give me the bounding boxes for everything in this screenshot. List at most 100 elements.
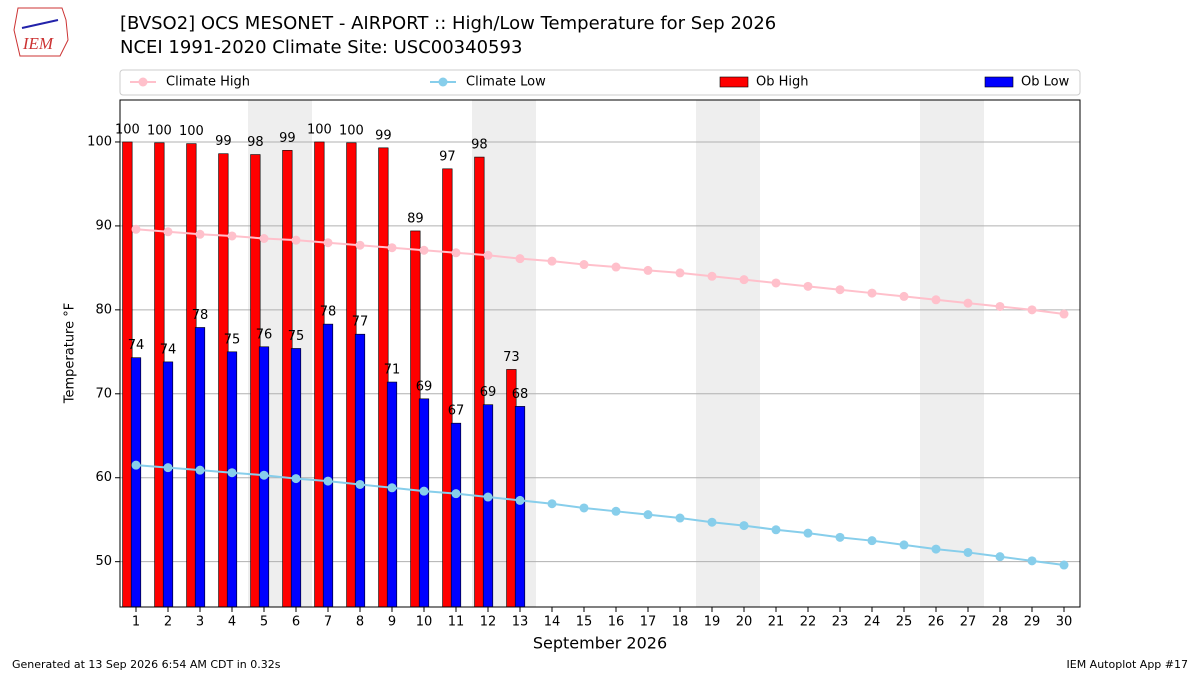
- bar: [386, 381, 398, 608]
- chart-title: [BVSO2] OCS MESONET - AIRPORT :: High/Lo…: [120, 13, 776, 34]
- point: [675, 268, 685, 278]
- point: [323, 476, 333, 486]
- point: [483, 492, 493, 502]
- point: [675, 513, 685, 523]
- weekend-band: [920, 100, 984, 607]
- point: [515, 495, 525, 505]
- point: [611, 262, 621, 272]
- line: [135, 228, 1065, 316]
- bar: [154, 142, 165, 608]
- x-tick-label: 27: [960, 615, 977, 630]
- point: [291, 474, 301, 484]
- x-tick-label: 7: [324, 615, 332, 630]
- bar: [418, 398, 430, 608]
- data-label: 75: [224, 332, 241, 347]
- legend-marker: [138, 77, 148, 87]
- x-tick-label: 2: [164, 615, 172, 630]
- x-tick-label: 3: [196, 615, 204, 630]
- y-tick-label: 80: [95, 302, 112, 317]
- point: [451, 489, 461, 499]
- point: [515, 254, 525, 264]
- point: [995, 552, 1005, 562]
- y-tick-label: 60: [95, 470, 112, 485]
- data-label: 76: [256, 327, 273, 342]
- bar: [226, 351, 238, 608]
- legend-box: [119, 69, 1081, 96]
- data-label: 100: [339, 123, 364, 138]
- x-tick-label: 5: [260, 615, 268, 630]
- point: [451, 248, 461, 258]
- data-label: 71: [384, 363, 401, 378]
- x-tick-label: 4: [228, 615, 236, 630]
- point: [867, 536, 877, 546]
- data-label: 98: [247, 135, 264, 150]
- data-label: 74: [128, 338, 145, 353]
- x-tick-label: 23: [832, 615, 849, 630]
- point: [579, 503, 589, 513]
- data-label: 97: [439, 149, 456, 164]
- data-label: 99: [375, 128, 392, 143]
- point: [547, 256, 557, 266]
- point: [835, 532, 845, 542]
- point: [963, 547, 973, 557]
- bar: [314, 141, 325, 608]
- data-label: 100: [147, 123, 172, 138]
- bar: [130, 357, 142, 608]
- bar: [450, 422, 462, 608]
- point: [899, 291, 909, 301]
- point: [227, 231, 237, 241]
- footer-right: IEM Autoplot App #17: [1067, 658, 1189, 671]
- point: [355, 240, 365, 250]
- data-label: 100: [115, 122, 140, 137]
- data-label: 73: [503, 350, 520, 365]
- x-tick-label: 18: [672, 615, 689, 630]
- point: [163, 463, 173, 473]
- point: [547, 499, 557, 509]
- legend-label: Climate Low: [466, 75, 546, 90]
- point: [163, 227, 173, 237]
- data-label: 68: [512, 387, 529, 402]
- y-tick-label: 70: [95, 386, 112, 401]
- point: [1027, 305, 1037, 315]
- bar: [218, 153, 229, 608]
- point: [483, 250, 493, 260]
- x-tick-label: 9: [388, 615, 396, 630]
- point: [803, 281, 813, 291]
- x-tick-label: 12: [480, 615, 497, 630]
- point: [739, 521, 749, 531]
- x-tick-label: 29: [1024, 615, 1041, 630]
- legend-swatch: [719, 76, 749, 88]
- point: [579, 260, 589, 270]
- point: [291, 235, 301, 245]
- point: [227, 468, 237, 478]
- point: [803, 528, 813, 538]
- y-tick-label: 100: [87, 134, 112, 149]
- point: [259, 234, 269, 244]
- bar: [282, 150, 293, 608]
- point: [707, 271, 717, 281]
- logo-line: [21, 19, 59, 29]
- x-tick-label: 28: [992, 615, 1009, 630]
- legend-marker: [438, 77, 448, 87]
- x-tick-label: 16: [608, 615, 625, 630]
- y-axis-label: Temperature °F: [63, 303, 78, 404]
- x-tick-label: 20: [736, 615, 753, 630]
- point: [387, 243, 397, 253]
- legend-swatch: [984, 76, 1014, 88]
- bar: [186, 143, 197, 608]
- x-tick-label: 15: [576, 615, 593, 630]
- x-tick-label: 17: [640, 615, 657, 630]
- legend-label: Climate High: [166, 75, 250, 90]
- x-tick-label: 26: [928, 615, 945, 630]
- x-tick-label: 6: [292, 615, 300, 630]
- chart-subtitle: NCEI 1991-2020 Climate Site: USC00340593: [120, 37, 522, 58]
- weekend-band: [696, 100, 760, 607]
- point: [771, 525, 781, 535]
- bar: [482, 404, 494, 608]
- x-tick-label: 30: [1056, 615, 1073, 630]
- legend-label: Ob Low: [1021, 75, 1070, 90]
- x-tick-label: 13: [512, 615, 529, 630]
- point: [835, 285, 845, 295]
- data-label: 74: [160, 342, 177, 357]
